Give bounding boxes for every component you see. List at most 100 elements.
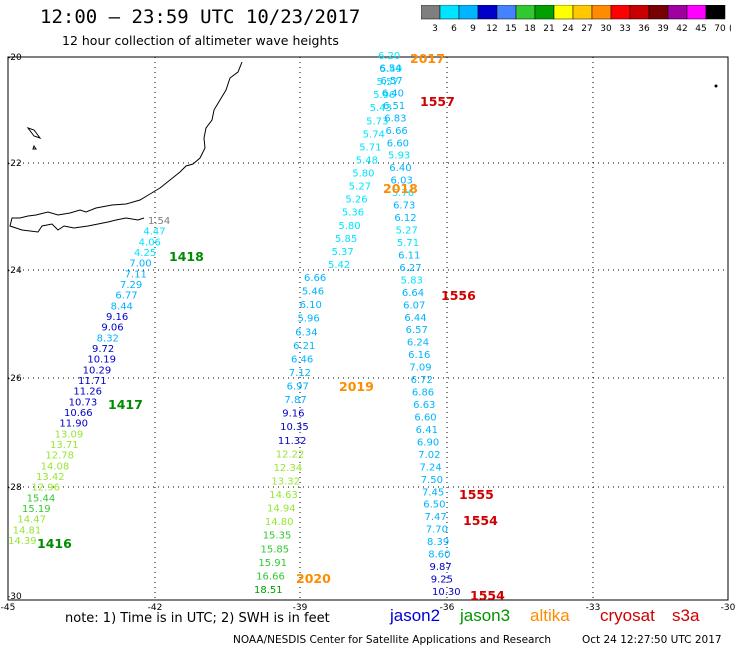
swh-value: 5.73: [366, 116, 388, 127]
swh-value: 9.16: [106, 312, 128, 323]
lon-label: -36: [440, 603, 455, 613]
swh-value: 16.66: [256, 571, 285, 582]
swh-value: 7.87: [284, 395, 306, 406]
swh-value: 6.57: [406, 325, 428, 336]
swh-value: 6.10: [300, 300, 322, 311]
lon-label: -33: [586, 603, 601, 613]
swh-value: 14.80: [265, 517, 294, 528]
pass-time-label: 2019: [339, 379, 374, 394]
track-2017-2018: 5.49 5.57 5.96 5.43 5.73 5.74 5.71 5.48 5.80 5.27…: [328, 64, 402, 271]
swh-value: 7.29: [120, 280, 142, 291]
swh-value: 6.51: [383, 101, 405, 112]
colorbar-swatch: [705, 5, 726, 20]
island-dot: [714, 84, 718, 88]
swh-value: 6.60: [414, 412, 436, 423]
footer-credit: NOAA/NESDIS Center for Satellite Applica…: [233, 634, 551, 646]
legend-s3a: s3a: [672, 606, 700, 625]
swh-value: 6.63: [413, 400, 435, 411]
colorbar-label: 3: [432, 24, 438, 34]
swh-value: 6.97: [287, 382, 309, 393]
swh-value: 6.66: [386, 126, 408, 137]
swh-value: 6.41: [416, 425, 438, 436]
colorbar-label: 21: [543, 24, 554, 34]
swh-value: 6.86: [412, 388, 434, 399]
colorbar-label: 39: [657, 24, 669, 34]
swh-value: 14.94: [267, 504, 296, 515]
legend-jason2: jason2: [390, 606, 441, 625]
swh-value: 5.46: [302, 287, 324, 298]
swh-value: 4.25: [134, 248, 156, 259]
colorbar-label: 24: [562, 24, 574, 34]
swh-value: 6.54: [379, 63, 401, 74]
pass-time-labels: 1418 1417 1416 2017 2018 2019 2020 1557 1556 1555…: [37, 51, 505, 603]
colorbar-label: 36: [638, 24, 650, 34]
swh-value: 12.22: [276, 449, 305, 460]
lat-label: -20: [7, 53, 22, 63]
lon-label: -30: [721, 603, 736, 613]
swh-value: 6.34: [295, 327, 317, 338]
swh-value: 4.47: [143, 227, 165, 238]
swh-value: 14.47: [17, 515, 46, 526]
pass-time-label: 1557: [420, 94, 455, 109]
map-frame: [7, 56, 729, 601]
swh-value: 5.37: [331, 247, 353, 258]
swh-value: 6.44: [404, 313, 426, 324]
swh-value: 14.81: [13, 525, 42, 536]
page-subtitle: 12 hour collection of altimeter wave hei…: [62, 33, 339, 48]
swh-value: 8.60: [428, 550, 450, 561]
swh-value: 5.36: [342, 208, 364, 219]
axis-labels: -20-22-24-26-28-30-45 -42 -39 -36 -33 -30: [1, 53, 736, 613]
swh-value: 6.90: [417, 437, 439, 448]
pass-time-label: 1418: [169, 249, 204, 264]
swh-value: 5.26: [345, 195, 367, 206]
legend-cryosat: cryosat: [600, 606, 655, 625]
swh-value: 5.48: [356, 155, 378, 166]
pass-time-label: 1555: [459, 487, 494, 502]
swh-value: 6.20: [378, 51, 400, 62]
colorbar-label: 9: [470, 24, 476, 34]
swh-value: 9.72: [92, 344, 114, 355]
swh-value: 13.09: [55, 429, 84, 440]
swh-value: 6.12: [394, 213, 416, 224]
legend-altika: altika: [530, 606, 570, 625]
swh-value: 7.47: [424, 512, 446, 523]
swh-value: 15.44: [27, 493, 56, 504]
colorbar-label: 6: [451, 24, 457, 34]
colorbar-label: 45: [695, 24, 706, 34]
swh-value: 11.90: [59, 419, 88, 430]
swh-value: 5.49: [380, 64, 402, 75]
swh-value: 7.45: [422, 487, 444, 498]
colorbar-label: 18: [524, 24, 536, 34]
pass-time-label: 1556: [441, 288, 476, 303]
swh-value: 10.30: [432, 587, 461, 598]
swh-value: 5.80: [352, 169, 374, 180]
swh-value: 6.40: [389, 163, 411, 174]
lon-label: -39: [293, 603, 308, 613]
lon-label: -45: [1, 603, 16, 613]
swh-value: 5.96: [297, 314, 319, 325]
swh-value: 10.19: [87, 355, 116, 366]
lat-label: -26: [7, 374, 22, 384]
swh-value: 5.27: [396, 226, 418, 237]
swh-value: 6.40: [382, 88, 404, 99]
swh-value: 5.27: [349, 182, 371, 193]
swh-value: 11.26: [73, 387, 102, 398]
swh-value: 5.71: [397, 238, 419, 249]
swh-value: 9.06: [101, 323, 123, 334]
swh-value: 18.51: [254, 585, 283, 596]
swh-value: 5.83: [401, 275, 423, 286]
swh-value: 6.27: [399, 263, 421, 274]
swh-value: 12.96: [31, 483, 60, 494]
swh-value: 6.03: [391, 176, 413, 187]
page-title: 12:00 — 23:59 UTC 10/23/2017: [40, 6, 361, 28]
colorbar-label: 33: [619, 24, 630, 34]
swh-value: 15.91: [258, 558, 287, 569]
swh-value: 12.34: [274, 463, 303, 474]
swh-value: 6.60: [387, 138, 409, 149]
lat-label: -28: [7, 483, 22, 493]
colorbar-label: 30: [600, 24, 612, 34]
swh-value: 5.71: [359, 142, 381, 153]
swh-value: 13.32: [271, 476, 300, 487]
swh-value: 5.74: [363, 129, 385, 140]
